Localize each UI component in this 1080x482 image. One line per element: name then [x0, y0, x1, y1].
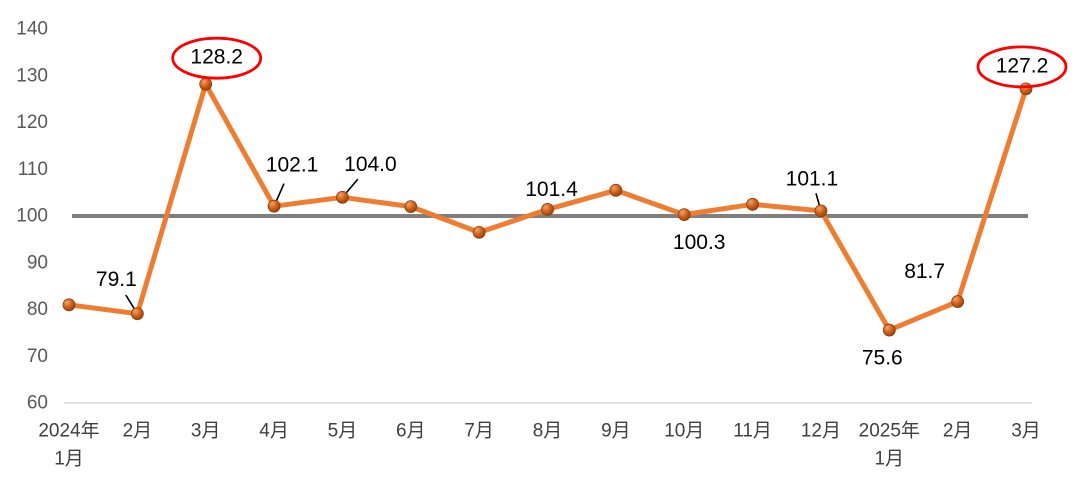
y-axis-tick-label: 110	[18, 159, 48, 180]
x-axis-tick-label: 2025年	[859, 420, 920, 442]
data-point-marker	[1019, 82, 1033, 96]
x-axis-tick-label: 5月	[328, 421, 358, 442]
y-axis-tick-label: 60	[27, 393, 48, 414]
data-label: 101.4	[525, 178, 578, 201]
x-axis-tick-label: 12月	[801, 421, 841, 442]
y-axis-tick-label: 90	[27, 252, 48, 273]
data-label: 128.2	[190, 46, 243, 69]
data-point-marker	[336, 190, 349, 204]
x-axis-tick-label: 4月	[259, 421, 289, 442]
data-point-marker	[609, 183, 623, 197]
data-point-marker	[814, 204, 828, 218]
data-point-marker	[677, 208, 691, 221]
x-axis-tick-label: 2月	[943, 421, 973, 442]
x-axis-tick-label: 3月	[1011, 421, 1041, 442]
data-label: 81.7	[904, 260, 945, 283]
y-axis-tick-label: 120	[16, 112, 48, 133]
data-point-marker	[404, 200, 418, 214]
y-axis-tick-label: 80	[27, 299, 48, 320]
y-axis-tick-label: 130	[16, 65, 48, 86]
data-point-marker	[62, 298, 76, 312]
data-point-marker	[267, 199, 281, 213]
x-axis-tick-label: 10月	[664, 421, 704, 442]
data-label: 79.1	[96, 268, 137, 291]
y-axis-tick-label: 140	[16, 19, 48, 40]
x-axis-tick-label: 9月	[601, 421, 631, 442]
data-label: 75.6	[862, 347, 903, 370]
x-axis-tick-label: 2024年	[38, 420, 99, 442]
data-point-marker	[130, 307, 144, 321]
highlight-ellipse	[976, 45, 1068, 89]
data-label: 104.0	[344, 153, 397, 176]
x-axis-tick-label: 11月	[733, 421, 772, 442]
data-label: 127.2	[996, 54, 1049, 77]
data-label-leader-line	[345, 178, 359, 194]
x-axis-tick-label: 8月	[533, 421, 563, 442]
x-axis-tick-label: 3月	[191, 421, 221, 442]
data-point-marker	[951, 295, 965, 308]
x-axis-tick-label: 7月	[464, 421, 494, 442]
data-point-marker	[472, 225, 486, 239]
data-label-leader-line	[125, 294, 136, 311]
y-axis-tick-label: 100	[16, 206, 48, 227]
highlight-ellipse	[171, 36, 263, 80]
data-label: 102.1	[266, 154, 319, 177]
data-label: 101.1	[786, 167, 839, 190]
data-point-marker	[199, 77, 213, 91]
data-point-marker	[746, 197, 759, 211]
data-label-leader-line	[275, 183, 285, 202]
data-label: 100.3	[673, 231, 726, 254]
data-point-marker	[882, 323, 896, 337]
x-axis-tick-label-line2: 1月	[874, 449, 904, 470]
x-axis-tick-label: 2月	[123, 421, 153, 442]
y-axis-tick-label: 70	[27, 346, 48, 367]
x-axis-tick-label: 6月	[396, 421, 426, 442]
x-axis-tick-label-line2: 1月	[54, 449, 84, 470]
data-point-marker	[541, 203, 554, 216]
